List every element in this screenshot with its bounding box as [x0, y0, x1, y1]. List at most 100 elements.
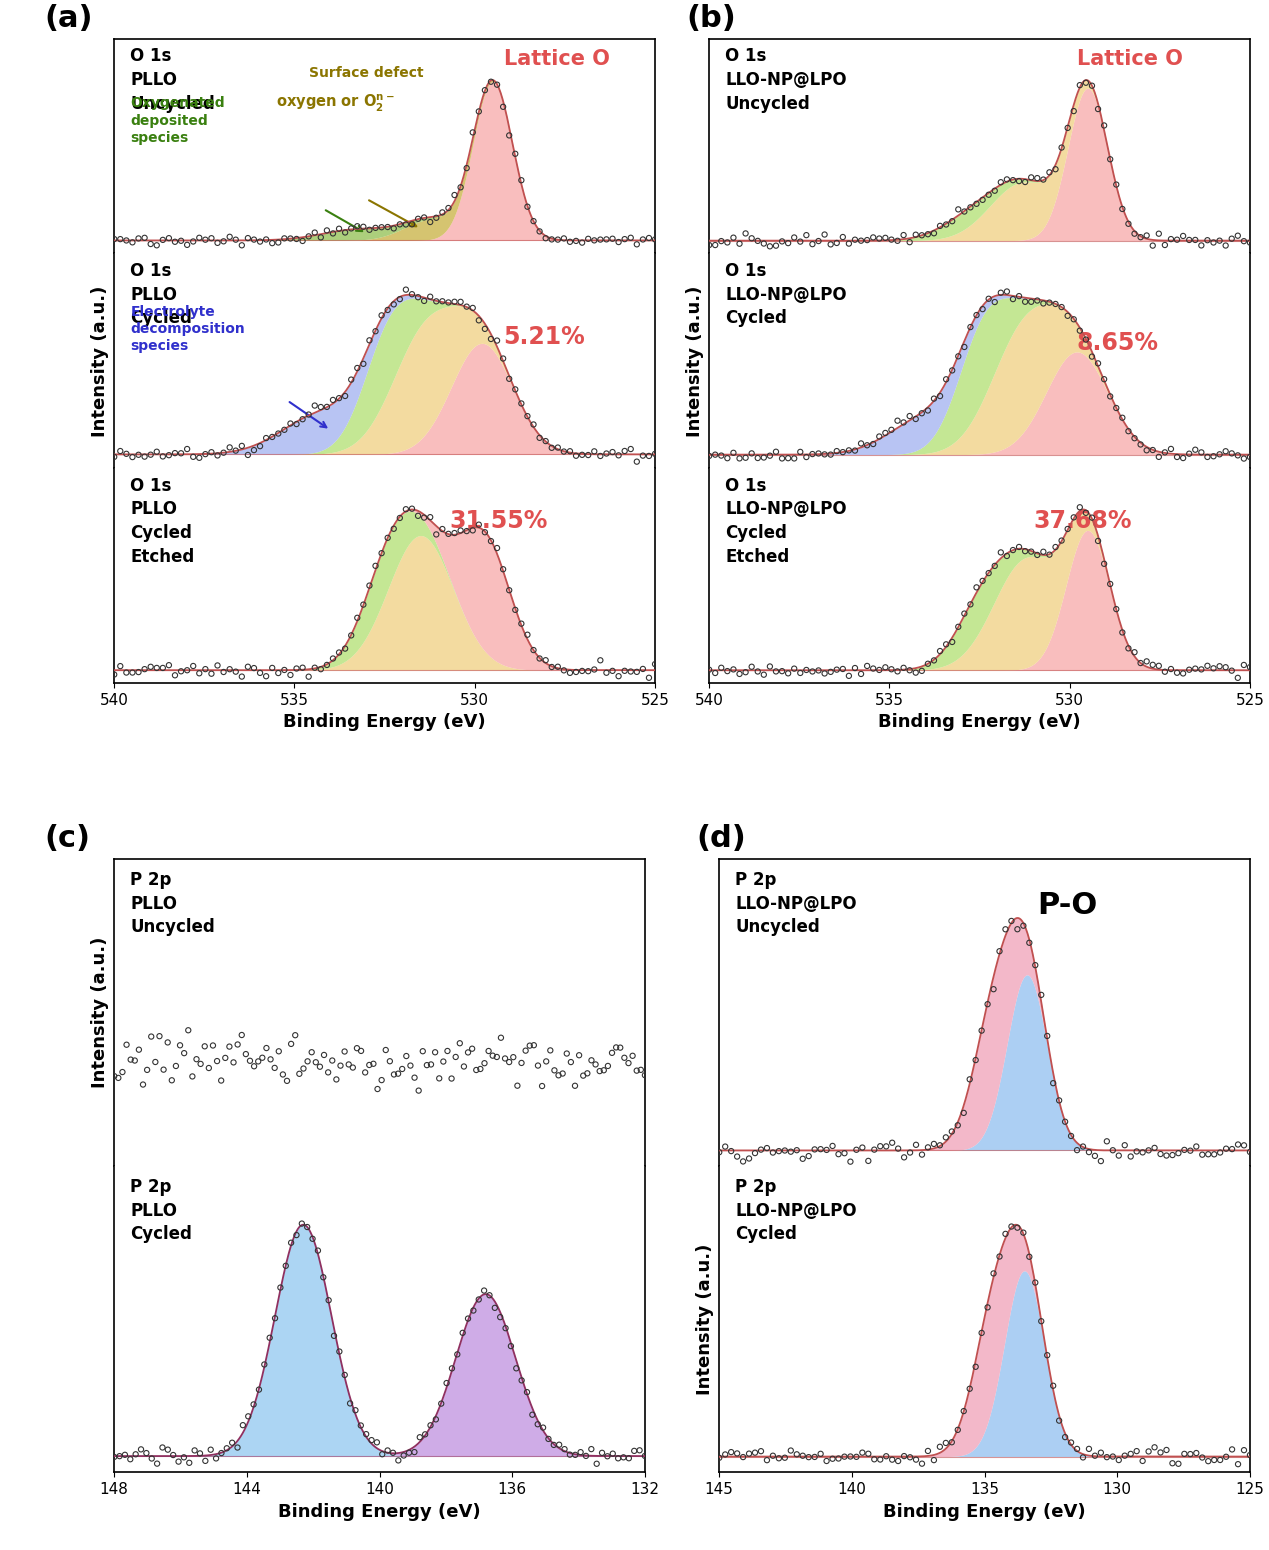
Point: [602, 1040, 622, 1065]
Point: [1216, 1136, 1236, 1161]
Point: [475, 519, 495, 544]
Point: [207, 653, 227, 677]
Point: [1015, 539, 1036, 564]
Point: [529, 219, 549, 243]
Point: [407, 285, 428, 310]
Point: [528, 1412, 548, 1437]
Point: [1233, 446, 1254, 471]
Point: [335, 1038, 355, 1063]
Point: [542, 654, 562, 679]
Point: [388, 1062, 409, 1087]
Point: [256, 426, 277, 451]
Point: [542, 436, 562, 460]
Point: [491, 1026, 511, 1051]
Point: [699, 232, 720, 257]
Point: [619, 1446, 640, 1471]
Point: [157, 1031, 178, 1056]
Point: [536, 429, 556, 454]
Point: [1131, 432, 1151, 457]
Point: [893, 1443, 914, 1468]
Point: [1187, 1135, 1207, 1159]
Point: [216, 1046, 236, 1071]
Point: [717, 446, 737, 471]
Point: [145, 1049, 165, 1074]
Point: [561, 1049, 581, 1074]
Point: [1192, 657, 1212, 682]
Point: [516, 1380, 537, 1404]
Point: [930, 214, 950, 239]
Point: [832, 657, 853, 682]
Point: [1039, 542, 1060, 567]
Point: [1209, 442, 1230, 467]
Point: [444, 290, 464, 315]
Point: [1022, 164, 1042, 189]
Point: [298, 225, 319, 250]
Point: [888, 1136, 909, 1161]
Point: [1088, 96, 1108, 121]
Point: [1057, 304, 1077, 329]
Point: [1112, 406, 1132, 431]
Point: [1052, 294, 1072, 319]
Point: [104, 1063, 124, 1088]
Point: [480, 1283, 500, 1308]
Point: [287, 656, 307, 680]
Point: [135, 657, 155, 682]
Point: [302, 1226, 322, 1251]
Point: [402, 282, 423, 307]
Point: [202, 440, 222, 465]
Point: [966, 1048, 986, 1073]
Point: [699, 443, 720, 468]
Point: [396, 212, 416, 237]
Point: [274, 417, 294, 442]
Point: [1192, 232, 1212, 257]
X-axis label: Binding Energy (eV): Binding Energy (eV): [283, 713, 486, 732]
Point: [741, 226, 761, 251]
Point: [453, 1321, 473, 1345]
Point: [1103, 1138, 1123, 1162]
Point: [730, 446, 750, 471]
Point: [596, 226, 617, 251]
Point: [977, 992, 997, 1017]
Point: [104, 445, 124, 470]
Point: [815, 660, 835, 685]
Point: [1057, 116, 1077, 141]
Point: [322, 388, 343, 412]
Point: [917, 1135, 938, 1159]
Point: [709, 1445, 730, 1469]
Point: [778, 231, 798, 256]
Point: [352, 1038, 372, 1063]
Text: P 2p
LLO-NP@LPO
Cycled: P 2p LLO-NP@LPO Cycled: [735, 1178, 857, 1243]
Point: [857, 432, 877, 457]
Point: [1072, 1445, 1093, 1469]
Point: [518, 194, 538, 219]
Point: [924, 648, 944, 673]
Point: [900, 229, 920, 254]
Point: [442, 1066, 462, 1091]
Point: [350, 1414, 371, 1438]
Point: [487, 1045, 508, 1070]
Point: [322, 222, 343, 246]
Point: [377, 298, 397, 322]
Point: [223, 1049, 244, 1074]
Point: [1063, 505, 1084, 530]
Point: [1081, 505, 1101, 530]
Point: [1037, 1023, 1057, 1048]
Point: [179, 1451, 199, 1476]
Point: [608, 443, 628, 468]
Point: [405, 1065, 425, 1090]
Point: [431, 1392, 452, 1417]
Point: [256, 663, 277, 688]
Point: [621, 659, 641, 684]
Point: [857, 228, 877, 253]
Point: [978, 287, 999, 312]
Point: [501, 1333, 522, 1358]
Point: [161, 1068, 181, 1093]
Point: [226, 228, 246, 253]
Point: [450, 175, 471, 200]
Point: [1032, 1308, 1052, 1333]
Point: [727, 1442, 747, 1466]
Point: [176, 437, 197, 462]
Point: [953, 1398, 973, 1423]
Point: [398, 1440, 419, 1465]
Point: [1222, 1437, 1242, 1462]
